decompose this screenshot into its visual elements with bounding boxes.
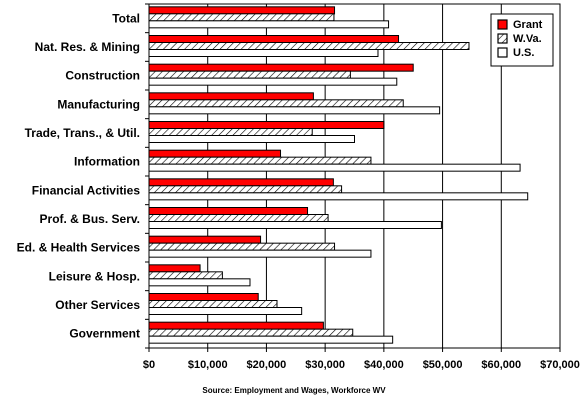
category-label: Leisure & Hosp.	[49, 269, 140, 283]
category-label: Manufacturing	[57, 97, 140, 111]
legend-swatch	[498, 34, 507, 43]
bar-w-va	[149, 186, 342, 193]
x-tick-labels: $0 $10,000 $20,000 $30,000 $40,000 $50,000 $60…	[143, 359, 580, 371]
bar-u-s	[149, 78, 397, 85]
bar-grant	[149, 179, 333, 186]
x-tick-label: $10,000	[188, 359, 228, 371]
category-label: Trade, Trans., & Util.	[25, 126, 140, 140]
category-label: Total	[112, 11, 140, 25]
bar-grant	[149, 236, 261, 243]
bar-u-s	[149, 222, 441, 229]
category-label: Financial Activities	[32, 183, 141, 197]
legend: Grant W.Va. U.S.	[491, 14, 553, 66]
category-label: Prof. & Bus. Serv.	[40, 212, 140, 226]
bar-u-s	[149, 107, 440, 114]
bar-w-va	[149, 71, 350, 78]
bar-u-s	[149, 250, 371, 257]
bar-u-s	[149, 164, 520, 171]
bar-w-va	[149, 129, 312, 136]
x-tick-label: $0	[143, 359, 155, 371]
legend-label: W.Va.	[513, 33, 542, 45]
x-tick-label: $30,000	[305, 359, 345, 371]
category-labels: Total Nat. Res. & Mining Construction Manuf…	[17, 11, 141, 340]
bar-w-va	[149, 215, 328, 222]
bar-u-s	[149, 279, 250, 286]
bar-grant	[149, 64, 413, 71]
bar-grant	[149, 150, 281, 157]
bar-grant	[149, 265, 200, 272]
category-label: Information	[74, 155, 140, 169]
bar-w-va	[149, 301, 277, 308]
bar-w-va	[149, 243, 335, 250]
bar-grant	[149, 122, 384, 129]
bar-u-s	[149, 21, 389, 28]
bar-u-s	[149, 308, 302, 315]
x-tick-label: $50,000	[423, 359, 463, 371]
bar-grant	[149, 36, 399, 43]
legend-label: Grant	[513, 19, 543, 31]
x-tick-label: $60,000	[481, 359, 521, 371]
x-tick-label: $20,000	[247, 359, 287, 371]
x-tick-label: $40,000	[364, 359, 404, 371]
bar-w-va	[149, 329, 353, 336]
bar-w-va	[149, 157, 371, 164]
source-note: Source: Employment and Wages, Workforce …	[0, 386, 588, 395]
bar-w-va	[149, 14, 334, 21]
bar-w-va	[149, 272, 222, 279]
bar-u-s	[149, 193, 528, 200]
bar-u-s	[149, 50, 378, 57]
x-tick-label: $70,000	[540, 359, 580, 371]
bar-w-va	[149, 100, 403, 107]
bar-u-s	[149, 136, 355, 143]
bar-grant	[149, 294, 258, 301]
bar-grant	[149, 93, 313, 100]
bar-w-va	[149, 43, 469, 50]
bar-grant	[149, 322, 323, 329]
bar-u-s	[149, 336, 393, 343]
bar-grant	[149, 208, 308, 215]
category-label: Other Services	[55, 298, 140, 312]
category-label: Nat. Res. & Mining	[35, 40, 140, 54]
bar-grant	[149, 7, 335, 14]
legend-swatch	[498, 20, 507, 29]
category-label: Government	[69, 327, 140, 341]
category-label: Ed. & Health Services	[17, 241, 141, 255]
category-label: Construction	[65, 69, 140, 83]
legend-swatch	[498, 48, 507, 57]
legend-label: U.S.	[513, 47, 534, 59]
